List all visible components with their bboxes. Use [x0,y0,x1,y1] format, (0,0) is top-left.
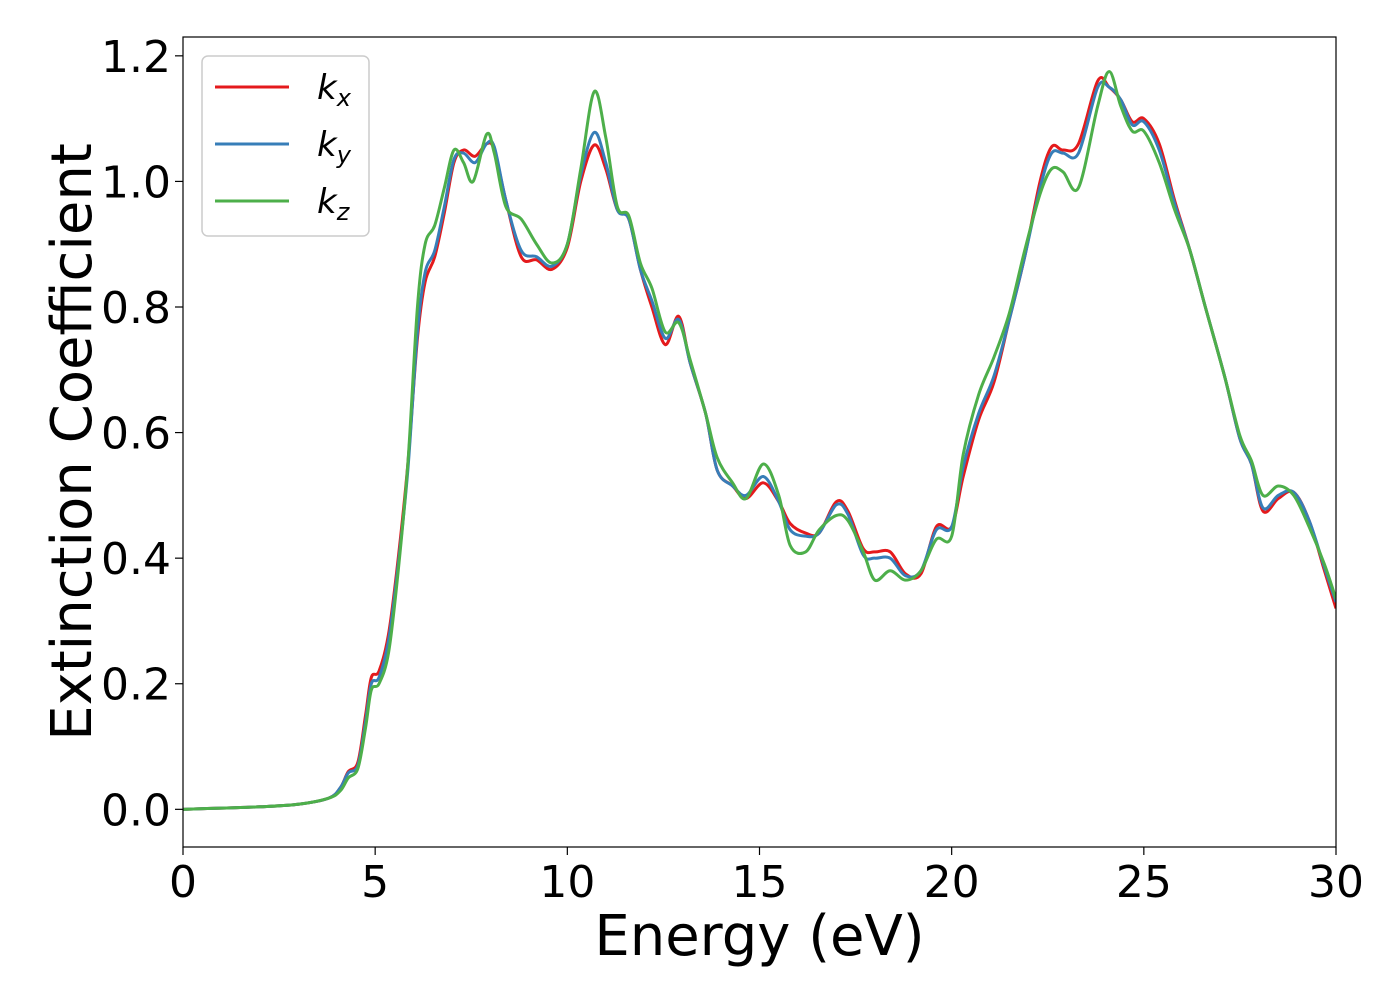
x-tick-label: 0 [169,857,197,908]
legend-label-main: k [317,125,338,165]
y-tick-label: 0.0 [101,785,171,836]
y-tick-label: 0.4 [101,534,171,585]
x-tick-label: 5 [361,857,389,908]
legend-label-subscript: x [336,84,352,112]
x-axis-title: Energy (eV) [594,904,924,969]
series-line-kz [183,70,1336,811]
series-layer [183,70,1336,811]
legend-box [201,55,370,237]
x-tick-label: 25 [1116,857,1172,908]
x-tick-label: 10 [539,857,595,908]
x-tick-label: 20 [924,857,980,908]
legend-label-subscript: z [336,198,351,226]
y-axis-title: Extinction Coefficient [40,143,105,741]
x-axis: 0 5 10 15 20 25 30 [169,847,1364,908]
y-tick-label: 0.6 [101,409,171,460]
legend-label-kx: kx [317,68,352,112]
y-axis: 0.0 0.2 0.4 0.6 0.8 1.0 1.2 [101,32,183,836]
y-tick-label: 0.8 [101,283,171,334]
y-tick-label: 1.2 [101,32,171,83]
x-tick-label: 15 [732,857,788,908]
legend-label-main: k [317,182,338,222]
legend-label-kz: kz [317,182,351,226]
x-tick-label: 30 [1308,857,1364,908]
y-tick-label: 1.0 [101,157,171,208]
y-tick-label: 0.2 [101,660,171,711]
legend-label-subscript: y [336,141,352,169]
legend-label-ky: ky [317,125,352,169]
legend-label-main: k [317,68,338,108]
